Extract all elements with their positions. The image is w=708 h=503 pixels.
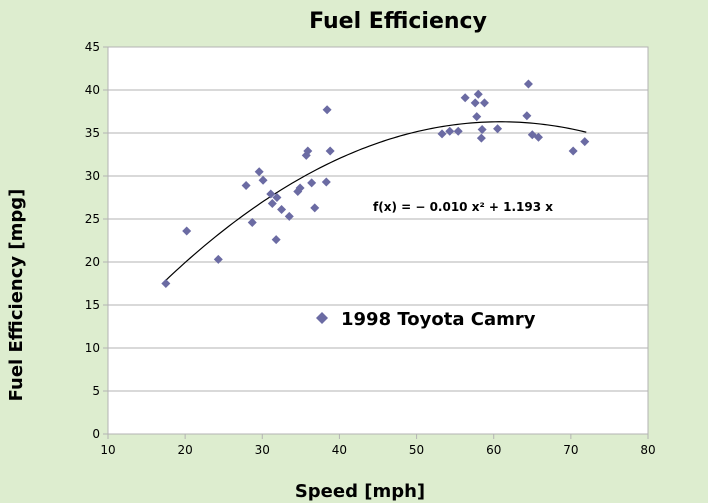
- data-point: [241, 180, 251, 190]
- y-tick-label: 40: [85, 83, 100, 97]
- data-point: [321, 177, 331, 187]
- data-point: [310, 203, 320, 213]
- y-tick-label: 30: [85, 169, 100, 183]
- data-point: [284, 211, 294, 221]
- y-tick-label: 5: [92, 384, 100, 398]
- plot-border: [107, 46, 649, 435]
- data-point: [258, 175, 268, 185]
- plot-area: [108, 47, 648, 434]
- y-tick-label: 25: [85, 212, 100, 226]
- data-point: [247, 217, 257, 227]
- data-point: [307, 178, 317, 188]
- x-tick-label: 50: [409, 443, 424, 457]
- data-point: [580, 137, 590, 147]
- y-tick-label: 45: [85, 40, 100, 54]
- data-point: [325, 146, 335, 156]
- data-point: [476, 133, 486, 143]
- data-point: [473, 89, 483, 99]
- data-point: [472, 112, 482, 122]
- trendline-group: [165, 121, 587, 281]
- data-point: [303, 146, 313, 156]
- data-point: [477, 125, 487, 135]
- data-point: [453, 126, 463, 136]
- y-tick-label: 10: [85, 341, 100, 355]
- legend-label: 1998 Toyota Camry: [341, 309, 536, 330]
- data-point: [522, 111, 532, 121]
- chart-title: Fuel Efficiency: [309, 9, 487, 34]
- data-point: [271, 235, 281, 245]
- data-point: [295, 183, 305, 193]
- trendline-equation: f(x) = − 0.010 x² + 1.193 x: [373, 200, 553, 214]
- legend-marker: [316, 312, 328, 324]
- x-tick-label: 60: [486, 443, 501, 457]
- data-point: [267, 199, 277, 209]
- y-axis-title: Fuel Efficiency [mpg]: [6, 189, 27, 402]
- data-point: [523, 79, 533, 89]
- y-tick-label: 20: [85, 255, 100, 269]
- y-tick-label: 35: [85, 126, 100, 140]
- data-point: [568, 146, 578, 156]
- data-point: [445, 126, 455, 136]
- y-tick-label: 15: [85, 298, 100, 312]
- x-axis-title: Speed [mph]: [295, 481, 425, 502]
- data-point: [161, 279, 171, 288]
- y-tick-label: 0: [92, 427, 100, 441]
- data-point: [437, 129, 447, 139]
- x-tick-label: 70: [563, 443, 578, 457]
- data-point: [182, 226, 192, 236]
- x-tick-label: 10: [100, 443, 115, 457]
- x-tick-label: 80: [640, 443, 655, 457]
- data-point: [479, 98, 489, 108]
- legend: 1998 Toyota Camry: [316, 309, 536, 330]
- data-point: [272, 193, 282, 202]
- x-tick-label: 30: [255, 443, 270, 457]
- data-point: [470, 98, 480, 108]
- data-point: [460, 93, 470, 103]
- data-point: [213, 254, 223, 264]
- x-tick-label: 40: [332, 443, 347, 457]
- data-point: [533, 132, 543, 142]
- data-point: [277, 205, 287, 215]
- axes: [107, 46, 649, 435]
- data-point: [266, 189, 276, 199]
- tick-labels: 0 5 10 15 20 25 30 35 40 45 10 20 30 40 50 60 70 80: [85, 40, 656, 457]
- data-point: [322, 105, 332, 115]
- x-tick-label: 20: [178, 443, 193, 457]
- data-points: [161, 79, 590, 288]
- trendline: [165, 121, 587, 281]
- data-point: [493, 124, 503, 134]
- data-point: [254, 167, 264, 177]
